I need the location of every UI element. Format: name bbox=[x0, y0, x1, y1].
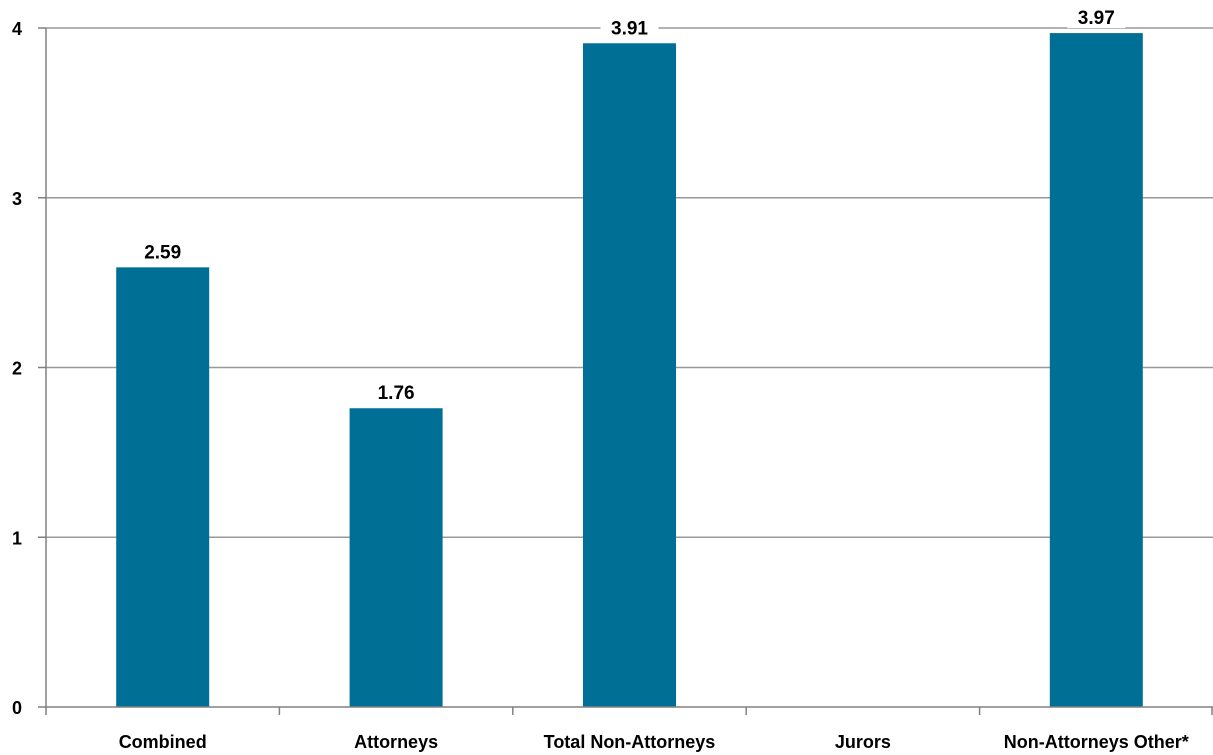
data-label-background bbox=[133, 236, 192, 263]
data-label-background bbox=[367, 377, 426, 404]
bars bbox=[116, 33, 1143, 707]
bar bbox=[583, 43, 676, 707]
data-label-background bbox=[1067, 2, 1126, 29]
data-label: 1.76 bbox=[378, 383, 415, 404]
data-label: 3.97 bbox=[1078, 8, 1115, 29]
data-label: 2.59 bbox=[144, 242, 181, 263]
x-category-label: Total Non-Attorneys bbox=[544, 732, 716, 752]
x-category-label: Non-Attorneys Other* bbox=[1004, 732, 1189, 752]
bar bbox=[116, 267, 210, 707]
y-tick-label: 4 bbox=[12, 19, 22, 39]
bar bbox=[349, 408, 443, 707]
x-category-label: Jurors bbox=[835, 732, 891, 752]
y-tick-label: 0 bbox=[12, 698, 22, 718]
axes bbox=[38, 27, 1213, 715]
y-tick-label: 1 bbox=[12, 528, 22, 548]
y-tick-label: 3 bbox=[12, 189, 22, 209]
x-category-label: Attorneys bbox=[354, 732, 438, 752]
y-tick-label: 2 bbox=[12, 359, 22, 379]
bar bbox=[1049, 33, 1143, 707]
data-label: 3.91 bbox=[611, 18, 648, 39]
labels: 0 1 2 3 4 2.59 Combined 1.76 Attorneys 3.91 Total … bbox=[12, 2, 1189, 752]
data-label-background bbox=[600, 12, 659, 39]
x-category-label: Combined bbox=[119, 732, 207, 752]
